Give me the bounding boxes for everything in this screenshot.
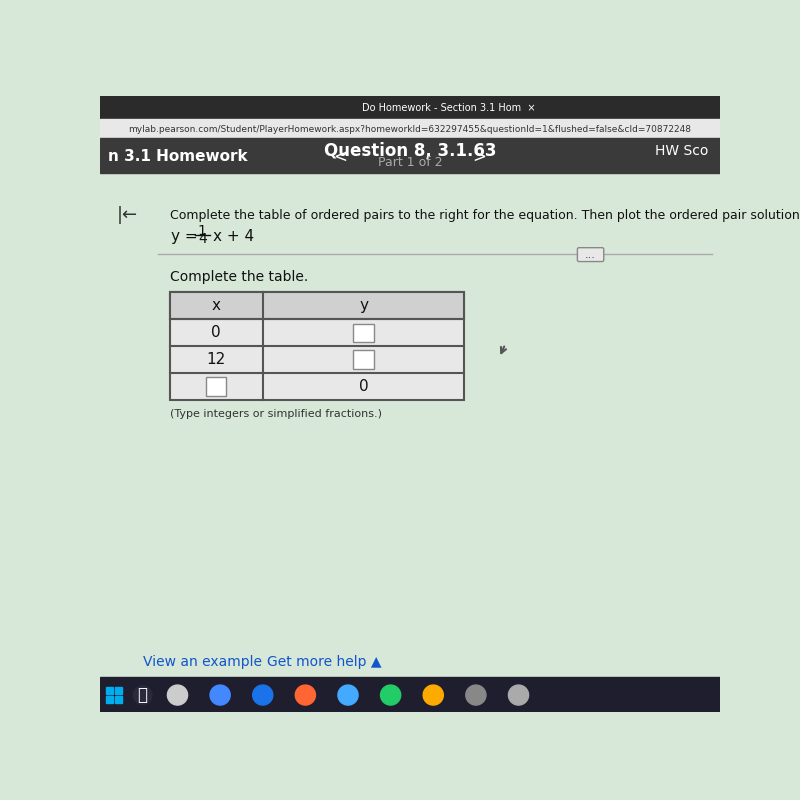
Text: (Type integers or simplified fractions.): (Type integers or simplified fractions.) — [170, 410, 382, 419]
Text: 0: 0 — [358, 379, 368, 394]
Bar — [100, 96, 720, 119]
Text: View an example: View an example — [142, 655, 262, 669]
Text: ⌕: ⌕ — [138, 686, 148, 704]
Bar — [114, 687, 122, 694]
Text: HW Sco: HW Sco — [655, 145, 708, 158]
Text: 0: 0 — [211, 326, 221, 340]
Text: |←: |← — [117, 206, 138, 224]
Circle shape — [423, 685, 443, 705]
Bar — [170, 292, 464, 319]
Text: x + 4: x + 4 — [213, 229, 254, 244]
Text: <: < — [334, 148, 347, 166]
Text: Do Homework - Section 3.1 Hom  ×: Do Homework - Section 3.1 Hom × — [362, 102, 535, 113]
Text: 12: 12 — [206, 352, 226, 367]
Text: x: x — [212, 298, 221, 314]
FancyBboxPatch shape — [354, 323, 374, 342]
Circle shape — [210, 685, 230, 705]
Circle shape — [338, 685, 358, 705]
Text: 1: 1 — [198, 224, 206, 238]
Circle shape — [253, 685, 273, 705]
Text: 4: 4 — [198, 232, 206, 246]
FancyBboxPatch shape — [206, 378, 226, 396]
Text: Complete the table.: Complete the table. — [170, 270, 308, 284]
Bar — [100, 678, 720, 712]
Bar — [106, 687, 113, 694]
Text: mylab.pearson.com/Student/PlayerHomework.aspx?homeworkId=632297455&questionId=1&: mylab.pearson.com/Student/PlayerHomework… — [129, 125, 691, 134]
Text: Get more help ▲: Get more help ▲ — [266, 655, 381, 669]
Text: >: > — [473, 148, 486, 166]
Circle shape — [509, 685, 529, 705]
Text: ...: ... — [585, 250, 596, 260]
FancyBboxPatch shape — [578, 248, 604, 262]
Text: Part 1 of 2: Part 1 of 2 — [378, 156, 442, 169]
Circle shape — [295, 685, 315, 705]
Text: n 3.1 Homework: n 3.1 Homework — [108, 149, 247, 163]
Text: Question 8, 3.1.63: Question 8, 3.1.63 — [324, 142, 496, 161]
Text: y =: y = — [171, 229, 198, 244]
Bar — [100, 138, 720, 173]
FancyBboxPatch shape — [354, 350, 374, 369]
Bar — [114, 696, 122, 702]
Text: y: y — [359, 298, 368, 314]
Circle shape — [134, 686, 152, 704]
Bar — [106, 696, 113, 702]
Circle shape — [167, 685, 187, 705]
Bar — [100, 119, 720, 138]
Circle shape — [381, 685, 401, 705]
Bar — [170, 292, 464, 400]
Circle shape — [466, 685, 486, 705]
Text: Complete the table of ordered pairs to the right for the equation. Then plot the: Complete the table of ordered pairs to t… — [170, 209, 800, 222]
